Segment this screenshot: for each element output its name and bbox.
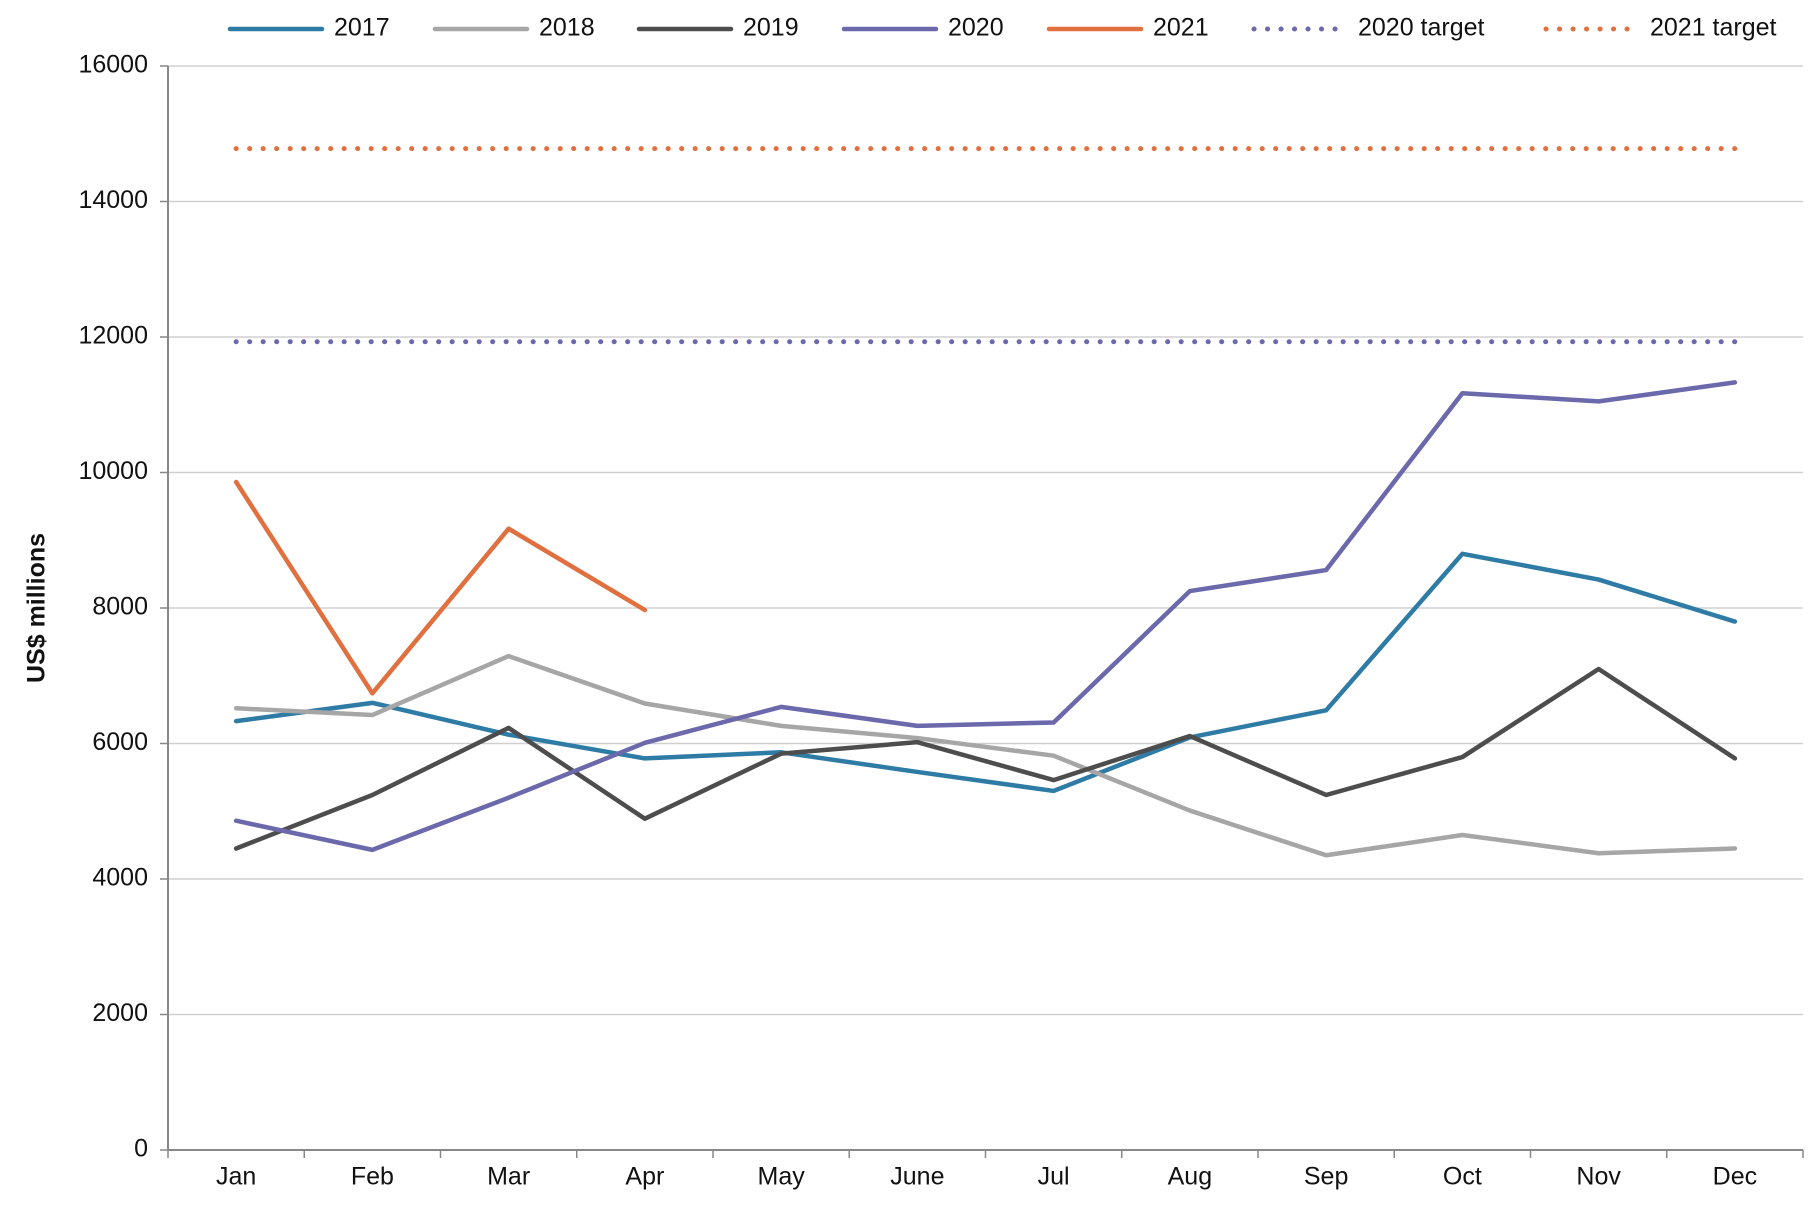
legend-label: 2020 (948, 14, 1004, 42)
x-tick-label: Mar (487, 1163, 530, 1191)
y-tick-label: 14000 (78, 186, 148, 214)
y-tick-label: 8000 (92, 593, 148, 621)
series-line (233, 666, 1738, 851)
y-tick-label: 12000 (78, 322, 148, 350)
x-tick-label: Apr (625, 1163, 664, 1191)
x-tick-label: Dec (1713, 1163, 1757, 1191)
x-tick-label: Oct (1443, 1163, 1482, 1191)
y-axis-title: US$ millions (23, 533, 51, 683)
series-line (233, 380, 1738, 853)
x-tick-label: May (758, 1163, 806, 1191)
series-line (233, 551, 1738, 794)
x-tick-label: Feb (351, 1163, 394, 1191)
series-line (233, 653, 1738, 858)
x-tick-label: June (890, 1163, 944, 1191)
legend-label: 2017 (334, 14, 390, 42)
legend-label: 2018 (539, 14, 595, 42)
x-tick-label: Jul (1038, 1163, 1070, 1191)
y-tick-label: 16000 (78, 51, 148, 79)
y-tick-label: 0 (134, 1135, 148, 1163)
y-tick-label: 10000 (78, 457, 148, 485)
x-tick-label: Nov (1576, 1163, 1621, 1191)
legend-label: 2020 target (1358, 14, 1485, 42)
x-tick-label: Sep (1304, 1163, 1348, 1191)
y-tick-label: 6000 (92, 728, 148, 756)
legend-label: 2019 (743, 14, 799, 42)
y-tick-label: 2000 (92, 999, 148, 1027)
y-tick-label: 4000 (92, 864, 148, 892)
legend-label: 2021 (1153, 14, 1209, 42)
x-tick-label: Jan (216, 1163, 256, 1191)
x-tick-label: Aug (1168, 1163, 1212, 1191)
legend-label: 2021 target (1650, 14, 1777, 42)
series-line (233, 479, 648, 696)
